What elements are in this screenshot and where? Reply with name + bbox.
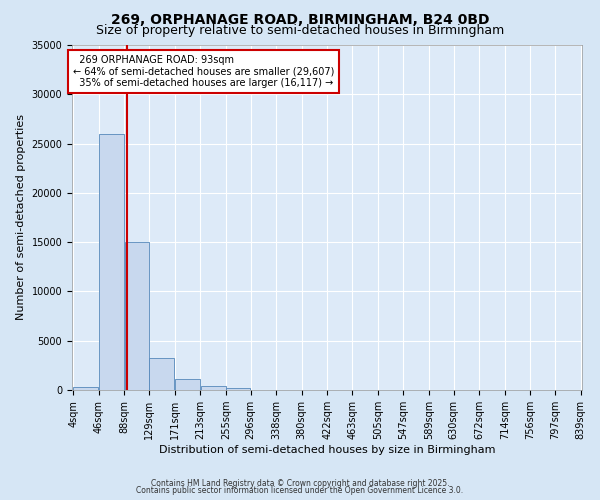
- Bar: [73, 387, 98, 390]
- Bar: [125, 242, 149, 390]
- Bar: [200, 386, 226, 390]
- Bar: [226, 388, 250, 390]
- Text: 269 ORPHANAGE ROAD: 93sqm
← 64% of semi-detached houses are smaller (29,607)
  3: 269 ORPHANAGE ROAD: 93sqm ← 64% of semi-…: [73, 55, 335, 88]
- X-axis label: Distribution of semi-detached houses by size in Birmingham: Distribution of semi-detached houses by …: [159, 445, 495, 455]
- Bar: [175, 379, 200, 390]
- Text: Contains HM Land Registry data © Crown copyright and database right 2025.: Contains HM Land Registry data © Crown c…: [151, 478, 449, 488]
- Bar: [99, 134, 124, 390]
- Text: Contains public sector information licensed under the Open Government Licence 3.: Contains public sector information licen…: [136, 486, 464, 495]
- Y-axis label: Number of semi-detached properties: Number of semi-detached properties: [16, 114, 26, 320]
- Bar: [149, 358, 175, 390]
- Text: Size of property relative to semi-detached houses in Birmingham: Size of property relative to semi-detach…: [96, 24, 504, 37]
- Text: 269, ORPHANAGE ROAD, BIRMINGHAM, B24 0BD: 269, ORPHANAGE ROAD, BIRMINGHAM, B24 0BD: [111, 12, 489, 26]
